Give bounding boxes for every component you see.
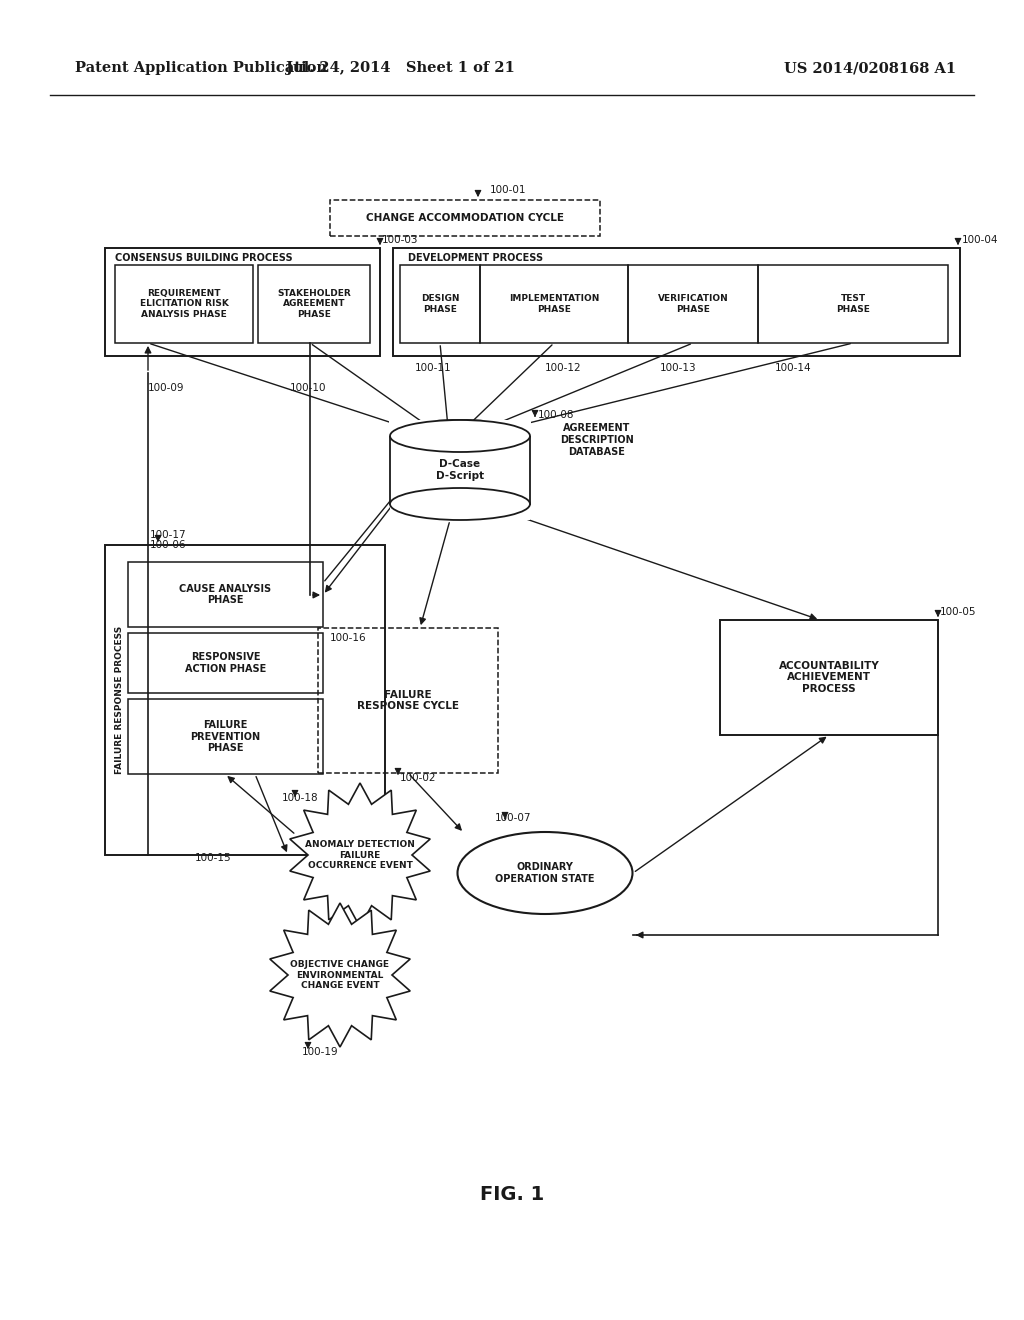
Text: 100-06: 100-06: [150, 540, 186, 550]
Text: RESPONSIVE
ACTION PHASE: RESPONSIVE ACTION PHASE: [185, 652, 266, 673]
Text: D-Case
D-Script: D-Case D-Script: [436, 459, 484, 480]
Text: 100-15: 100-15: [195, 853, 231, 863]
Text: FAILURE
RESPONSE CYCLE: FAILURE RESPONSE CYCLE: [357, 689, 459, 711]
Text: 100-14: 100-14: [775, 363, 812, 374]
Text: 100-13: 100-13: [660, 363, 696, 374]
Bar: [115, 265, 253, 343]
Bar: [258, 265, 370, 343]
Bar: [128, 700, 323, 774]
Bar: [389, 420, 531, 436]
Bar: [318, 628, 498, 774]
Text: 100-16: 100-16: [330, 634, 367, 643]
Text: 100-09: 100-09: [148, 383, 184, 393]
Text: 100-02: 100-02: [400, 774, 436, 783]
Text: 100-01: 100-01: [490, 185, 526, 195]
Text: 100-04: 100-04: [962, 235, 998, 246]
Text: 100-08: 100-08: [538, 411, 574, 420]
Text: US 2014/0208168 A1: US 2014/0208168 A1: [784, 61, 956, 75]
Polygon shape: [269, 903, 411, 1047]
Bar: [393, 248, 961, 356]
Text: VERIFICATION
PHASE: VERIFICATION PHASE: [657, 294, 728, 314]
Ellipse shape: [390, 488, 530, 520]
Text: 100-18: 100-18: [282, 793, 318, 803]
Bar: [128, 634, 323, 693]
Bar: [400, 265, 480, 343]
Text: 100-12: 100-12: [545, 363, 582, 374]
Text: ORDINARY
OPERATION STATE: ORDINARY OPERATION STATE: [496, 862, 595, 884]
Polygon shape: [290, 783, 430, 927]
Text: CHANGE ACCOMMODATION CYCLE: CHANGE ACCOMMODATION CYCLE: [366, 213, 564, 223]
Text: 100-19: 100-19: [302, 1047, 339, 1057]
Text: 100-17: 100-17: [150, 531, 186, 540]
Text: TEST
PHASE: TEST PHASE: [836, 294, 870, 314]
Text: ANOMALY DETECTION
FAILURE
OCCURRENCE EVENT: ANOMALY DETECTION FAILURE OCCURRENCE EVE…: [305, 840, 415, 870]
Bar: [720, 620, 938, 735]
Text: AGREEMENT
DESCRIPTION
DATABASE: AGREEMENT DESCRIPTION DATABASE: [560, 424, 634, 457]
Text: REQUIREMENT
ELICITATION RISK
ANALYSIS PHASE: REQUIREMENT ELICITATION RISK ANALYSIS PH…: [139, 289, 228, 319]
Text: CAUSE ANALYSIS
PHASE: CAUSE ANALYSIS PHASE: [179, 583, 271, 606]
Text: 100-07: 100-07: [495, 813, 531, 822]
Text: CONSENSUS BUILDING PROCESS: CONSENSUS BUILDING PROCESS: [115, 253, 293, 263]
Text: Jul. 24, 2014   Sheet 1 of 21: Jul. 24, 2014 Sheet 1 of 21: [286, 61, 514, 75]
Text: IMPLEMENTATION
PHASE: IMPLEMENTATION PHASE: [509, 294, 599, 314]
Text: FIG. 1: FIG. 1: [480, 1185, 544, 1204]
Bar: [105, 545, 385, 855]
Text: 100-05: 100-05: [940, 607, 977, 616]
Bar: [128, 562, 323, 627]
Text: 100-03: 100-03: [382, 235, 419, 246]
Text: DESIGN
PHASE: DESIGN PHASE: [421, 294, 459, 314]
Bar: [480, 265, 628, 343]
Bar: [758, 265, 948, 343]
Text: 100-10: 100-10: [290, 383, 327, 393]
Text: ACCOUNTABILITY
ACHIEVEMENT
PROCESS: ACCOUNTABILITY ACHIEVEMENT PROCESS: [778, 661, 880, 694]
Text: FAILURE
PREVENTION
PHASE: FAILURE PREVENTION PHASE: [190, 719, 260, 754]
Bar: [390, 420, 530, 520]
Text: DEVELOPMENT PROCESS: DEVELOPMENT PROCESS: [408, 253, 543, 263]
Text: FAILURE RESPONSE PROCESS: FAILURE RESPONSE PROCESS: [115, 626, 124, 774]
Bar: [628, 265, 758, 343]
Text: 100-11: 100-11: [415, 363, 452, 374]
Text: STAKEHOLDER
AGREEMENT
PHASE: STAKEHOLDER AGREEMENT PHASE: [278, 289, 351, 319]
Text: OBJECTIVE CHANGE
ENVIRONMENTAL
CHANGE EVENT: OBJECTIVE CHANGE ENVIRONMENTAL CHANGE EV…: [291, 960, 389, 990]
Bar: [330, 201, 600, 236]
Text: Patent Application Publication: Patent Application Publication: [75, 61, 327, 75]
Ellipse shape: [458, 832, 633, 913]
Ellipse shape: [390, 420, 530, 451]
Bar: [105, 248, 380, 356]
